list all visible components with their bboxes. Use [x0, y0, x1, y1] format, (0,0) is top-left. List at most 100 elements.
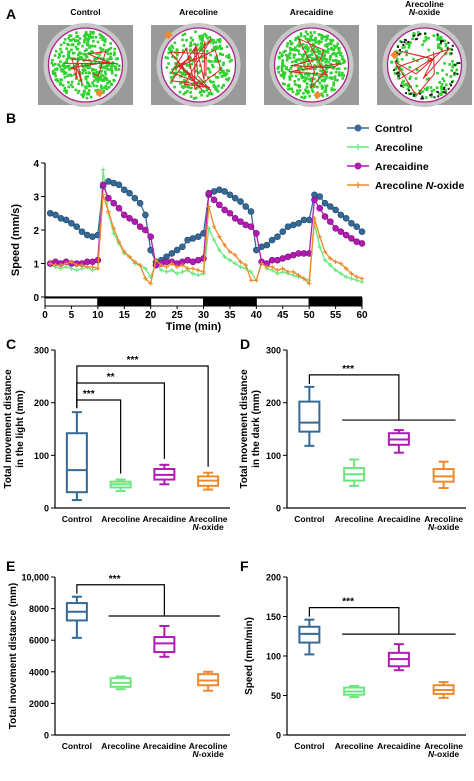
trace-dot: [303, 63, 306, 66]
trace-dot: [443, 62, 446, 65]
legend-label: Arecoline N-oxide: [375, 180, 464, 192]
trace-dot: [181, 38, 184, 42]
trace-dot: [84, 53, 88, 56]
trajectory-path: [64, 51, 116, 85]
trace-dot: [330, 46, 334, 50]
trace-dot: [296, 91, 300, 95]
trace-dot: [332, 48, 336, 51]
data-point: [349, 271, 354, 276]
trace-dot: [398, 66, 402, 70]
trace-dot-dark: [444, 91, 447, 94]
trace-dot: [172, 75, 176, 78]
data-point: [53, 262, 58, 268]
data-point: [305, 216, 313, 224]
trace-dot: [296, 44, 300, 47]
trace-dot: [312, 48, 316, 52]
trace-dot: [336, 61, 340, 64]
panel-f-speed-boxplot: 0 50 100 150 200 Control Arecoline Arecaidine Ar…: [244, 573, 466, 759]
trace-dot: [288, 40, 292, 43]
trace-dot: [225, 45, 229, 49]
trace-dot: [75, 31, 78, 35]
trace-dot: [115, 62, 119, 66]
trace-dot-dark: [447, 87, 450, 90]
trace-dot: [85, 48, 88, 51]
trace-dot: [408, 66, 412, 69]
data-point: [279, 228, 287, 235]
trace-dot: [444, 52, 447, 56]
trace-dot: [430, 95, 433, 98]
trace-dot: [180, 85, 184, 88]
trace-dot: [426, 86, 429, 89]
trace-dot: [108, 63, 111, 67]
trace-dot: [105, 78, 109, 82]
trace-dot: [76, 47, 80, 51]
trace-dot: [89, 35, 93, 39]
trace-dot: [310, 88, 314, 91]
data-point: [73, 223, 80, 230]
trace-dot: [298, 58, 302, 61]
trace-dot: [82, 52, 86, 56]
trace-dot-dark: [400, 84, 403, 87]
trace-dot: [294, 38, 297, 42]
trace-dot: [223, 72, 227, 75]
trace-dot: [305, 44, 308, 47]
trace-dot: [74, 66, 78, 70]
trace-dot: [180, 71, 184, 75]
trace-dot: [313, 38, 316, 42]
trace-dot: [294, 36, 298, 40]
trace-dot: [288, 46, 292, 50]
trace-dot: [97, 61, 101, 64]
trace-dot: [96, 40, 100, 44]
trace-dot: [221, 53, 225, 57]
trace-dot: [309, 31, 313, 34]
trace-dot-dark: [417, 34, 420, 37]
trace-dot: [103, 40, 107, 43]
trajectory-label: Control: [70, 7, 100, 17]
trace-dot: [290, 64, 294, 68]
trace-dot: [310, 49, 313, 53]
significance-label: ***: [127, 355, 139, 366]
trace-dot: [430, 89, 434, 93]
trace-dot: [109, 46, 113, 50]
trace-dot-dark: [412, 34, 415, 37]
trace-dot: [210, 48, 214, 52]
trace-dot-dark: [409, 92, 412, 95]
trace-dot: [94, 57, 97, 61]
trace-dot: [222, 84, 225, 87]
data-point: [317, 234, 322, 239]
trace-dot: [65, 65, 69, 68]
trace-dot: [411, 37, 414, 40]
trace-dot-dark: [446, 47, 449, 50]
data-point: [173, 246, 181, 254]
trace-dot: [205, 50, 209, 53]
trace-dot: [54, 74, 57, 78]
data-point: [316, 193, 324, 200]
trace-dot: [429, 86, 433, 89]
trace-dot: [424, 96, 428, 99]
trace-dot: [314, 36, 317, 40]
trace-dot: [174, 67, 178, 71]
trace-dot: [402, 79, 405, 83]
x-tick-label: 50: [304, 310, 316, 321]
trace-dot: [191, 38, 194, 42]
trace-dot: [343, 67, 347, 70]
trace-dot: [72, 51, 76, 55]
trace-dot-dark: [440, 41, 443, 44]
trace-dot: [198, 34, 202, 38]
trace-dot: [58, 81, 62, 84]
trace-dot: [335, 54, 338, 58]
trace-dot: [436, 38, 439, 41]
trace-dot: [110, 68, 114, 72]
data-point: [106, 209, 111, 214]
data-point: [264, 264, 270, 270]
trace-dot: [319, 40, 323, 44]
trace-dot: [423, 87, 427, 91]
trace-dot: [285, 58, 289, 62]
trace-dot: [216, 90, 220, 93]
trace-dot: [288, 51, 292, 55]
trace-dot: [439, 35, 443, 39]
trace-dot-dark: [418, 92, 421, 95]
trace-dot: [65, 89, 69, 93]
data-point: [99, 181, 107, 189]
trace-dot: [51, 64, 55, 67]
